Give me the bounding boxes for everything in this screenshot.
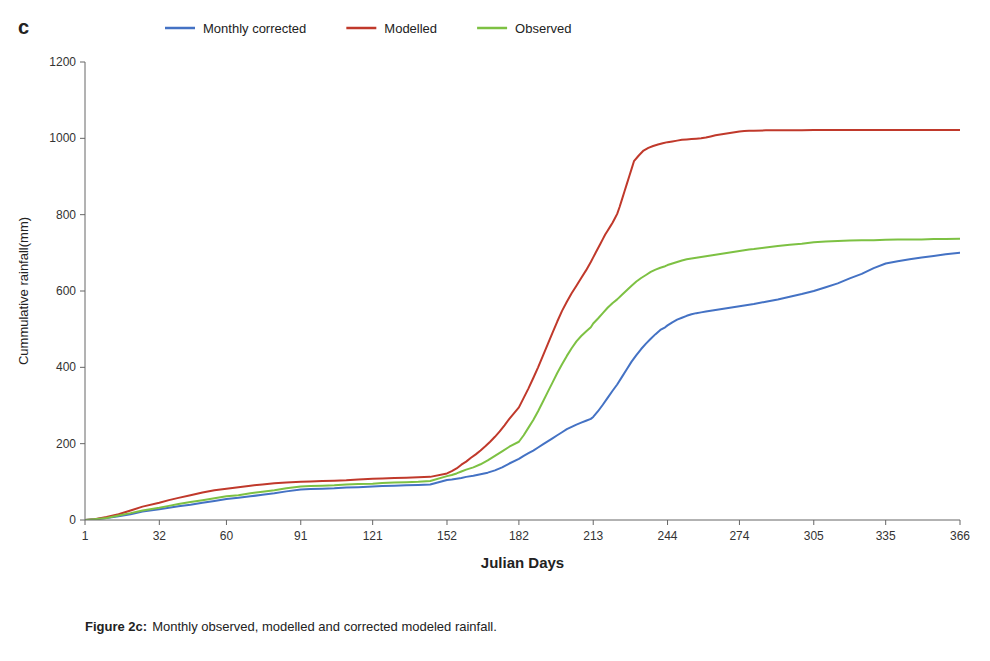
y-axis-label: Cummulative rainfall(mm) bbox=[16, 217, 31, 365]
x-tick bbox=[813, 520, 814, 525]
x-tick bbox=[226, 520, 227, 525]
legend-label: Monthly corrected bbox=[203, 21, 306, 36]
x-tick bbox=[593, 520, 594, 525]
legend-swatch bbox=[346, 27, 376, 30]
y-tick-label: 1200 bbox=[49, 55, 76, 69]
y-tick bbox=[80, 443, 85, 444]
y-tick-label: 800 bbox=[56, 208, 76, 222]
x-tick bbox=[885, 520, 886, 525]
legend-item: Modelled bbox=[346, 21, 437, 36]
y-tick-label: 200 bbox=[56, 437, 76, 451]
legend-swatch bbox=[165, 27, 195, 30]
x-tick bbox=[159, 520, 160, 525]
x-tick bbox=[446, 520, 447, 525]
series-line bbox=[85, 130, 960, 520]
y-tick-label: 0 bbox=[69, 513, 76, 527]
x-tick bbox=[518, 520, 519, 525]
x-axis-line bbox=[85, 520, 960, 521]
y-tick-label: 1000 bbox=[49, 131, 76, 145]
x-tick-label: 366 bbox=[950, 529, 970, 543]
y-tick bbox=[80, 367, 85, 368]
x-tick bbox=[85, 520, 86, 525]
x-tick-label: 305 bbox=[804, 529, 824, 543]
x-tick-label: 335 bbox=[876, 529, 896, 543]
series-line bbox=[85, 253, 960, 520]
caption-bold: Figure 2c: bbox=[85, 619, 147, 634]
x-tick-label: 274 bbox=[729, 529, 749, 543]
y-tick-label: 600 bbox=[56, 284, 76, 298]
x-tick-label: 60 bbox=[220, 529, 234, 543]
x-tick-label: 152 bbox=[437, 529, 457, 543]
x-axis-label: Julian Days bbox=[481, 554, 564, 571]
caption-text: Monthly observed, modelled and corrected… bbox=[152, 619, 497, 634]
y-tick bbox=[80, 138, 85, 139]
y-tick bbox=[80, 291, 85, 292]
chart-svg: c 1 32 60 91 121 152 182 213 244 274 305 335 366 0 200 4… bbox=[0, 0, 990, 661]
x-tick-label: 244 bbox=[658, 529, 678, 543]
legend-item: Observed bbox=[477, 21, 571, 36]
x-tick-label: 32 bbox=[153, 529, 167, 543]
axes: 1 32 60 91 121 152 182 213 244 274 305 335 366 0 200 40… bbox=[49, 55, 970, 543]
panel-label: c bbox=[18, 16, 29, 38]
x-tick bbox=[739, 520, 740, 525]
x-tick-label: 91 bbox=[294, 529, 308, 543]
legend-label: Modelled bbox=[384, 21, 437, 36]
x-tick bbox=[960, 520, 961, 525]
lines bbox=[85, 130, 960, 520]
legend-label: Observed bbox=[515, 21, 571, 36]
y-tick bbox=[80, 214, 85, 215]
x-tick bbox=[667, 520, 668, 525]
x-tick bbox=[300, 520, 301, 525]
legend: Monthly corrected Modelled Observed bbox=[165, 21, 571, 36]
x-tick-label: 213 bbox=[583, 529, 603, 543]
series-line bbox=[85, 239, 960, 520]
legend-swatch bbox=[477, 27, 507, 30]
x-tick-label: 182 bbox=[509, 529, 529, 543]
y-tick bbox=[80, 62, 85, 63]
chart-container: c 1 32 60 91 121 152 182 213 244 274 305 335 366 0 200 4… bbox=[0, 0, 990, 661]
y-tick-label: 400 bbox=[56, 360, 76, 374]
x-tick-label: 121 bbox=[363, 529, 383, 543]
x-tick-label: 1 bbox=[82, 529, 89, 543]
legend-item: Monthly corrected bbox=[165, 21, 306, 36]
y-tick bbox=[80, 520, 85, 521]
x-tick bbox=[372, 520, 373, 525]
